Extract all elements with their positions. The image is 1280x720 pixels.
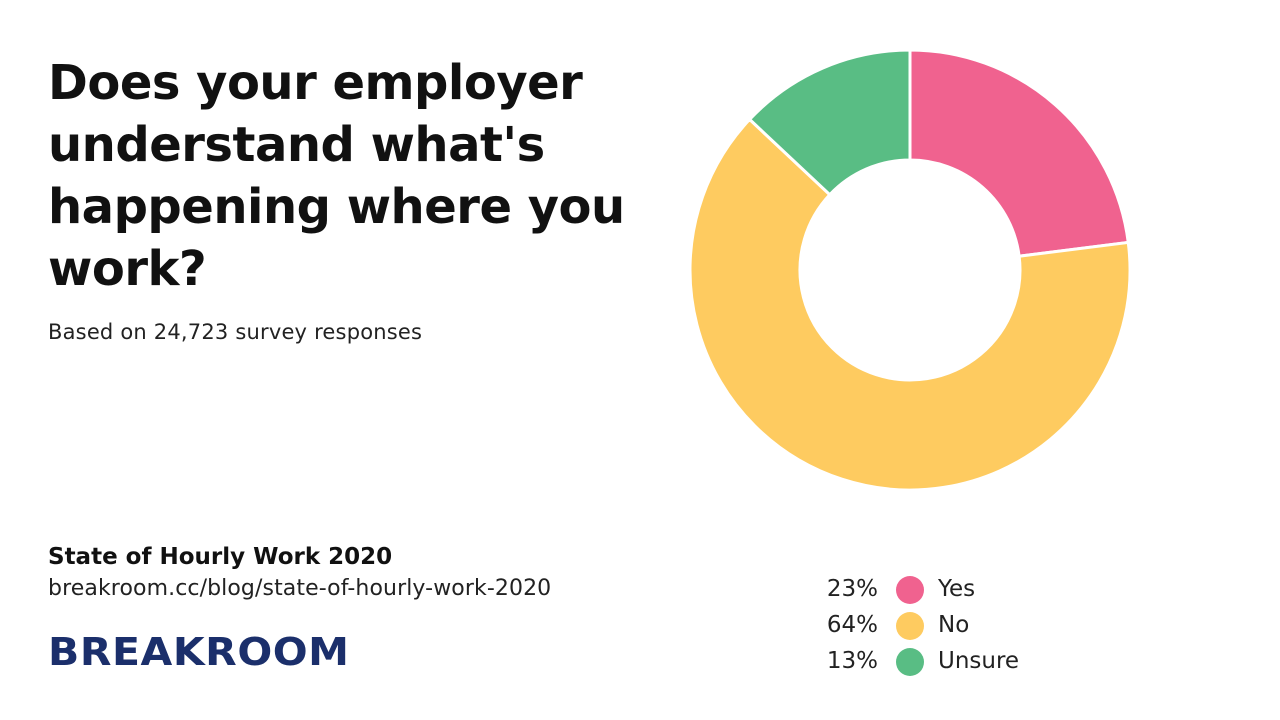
- legend-value: 23%: [826, 576, 878, 602]
- legend-label: No: [938, 612, 970, 638]
- source-url[interactable]: breakroom.cc/blog/state-of-hourly-work-2…: [48, 576, 552, 601]
- legend-swatch: [896, 576, 924, 604]
- legend: 23% Yes 64% No 13% Unsure: [800, 572, 1100, 680]
- donut-chart: [688, 48, 1132, 492]
- chart-subtitle: Based on 24,723 survey responses: [48, 320, 423, 344]
- legend-swatch: [896, 612, 924, 640]
- chart-title: Does your employer understand what's hap…: [48, 55, 625, 297]
- legend-item-yes: 23% Yes: [800, 572, 1100, 608]
- breakroom-logo: BREAKROOM: [48, 630, 350, 674]
- legend-item-no: 64% No: [800, 608, 1100, 644]
- legend-swatch: [896, 648, 924, 676]
- donut-slice-yes: [908, 48, 1130, 258]
- donut-slice-unsure: [747, 48, 912, 197]
- legend-label: Unsure: [938, 648, 1020, 674]
- legend-value: 64%: [826, 612, 878, 638]
- donut-slice-no: [688, 117, 1132, 492]
- legend-value: 13%: [826, 648, 878, 674]
- legend-item-unsure: 13% Unsure: [800, 644, 1100, 680]
- source-title: State of Hourly Work 2020: [48, 544, 393, 570]
- legend-label: Yes: [938, 576, 976, 602]
